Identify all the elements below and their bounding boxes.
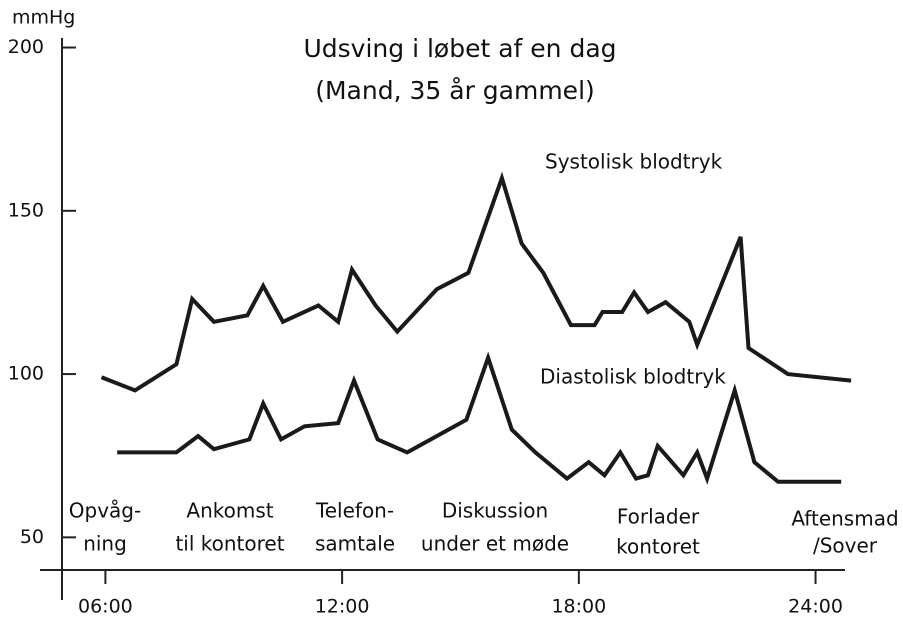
- event-label: Opvåg-: [69, 499, 141, 523]
- event-label: samtale: [315, 532, 395, 556]
- y-tick-label: 50: [20, 526, 44, 548]
- y-tick-label: 200: [8, 36, 44, 58]
- series-label: Diastolisk blodtryk: [540, 365, 726, 389]
- y-tick-label: 100: [8, 363, 44, 385]
- event-label: Forlader: [617, 505, 700, 529]
- series-line: [100, 171, 852, 393]
- x-tick-label: 18:00: [551, 596, 606, 618]
- event-label: kontoret: [616, 535, 700, 559]
- event-label: Ankomst: [186, 499, 273, 523]
- y-axis-label: mmHg: [12, 7, 75, 29]
- event-label: Diskussion: [442, 499, 548, 523]
- event-label: Aftensmad: [791, 507, 898, 531]
- event-label: /Sover: [813, 534, 878, 558]
- event-label: Telefon-: [315, 499, 394, 523]
- x-tick-label: 12:00: [315, 596, 370, 618]
- chart-subtitle: (Mand, 35 år gammel): [315, 76, 595, 105]
- event-label: til kontoret: [175, 532, 284, 556]
- series-line: [117, 351, 842, 485]
- event-label: ning: [83, 532, 127, 556]
- y-tick-label: 150: [8, 199, 44, 221]
- series-label: Systolisk blodtryk: [545, 150, 723, 174]
- x-tick-label: 06:00: [78, 596, 133, 618]
- event-label: under et møde: [421, 532, 569, 556]
- chart-title: Udsving i løbet af en dag: [303, 34, 616, 63]
- x-tick-label: 24:00: [788, 596, 843, 618]
